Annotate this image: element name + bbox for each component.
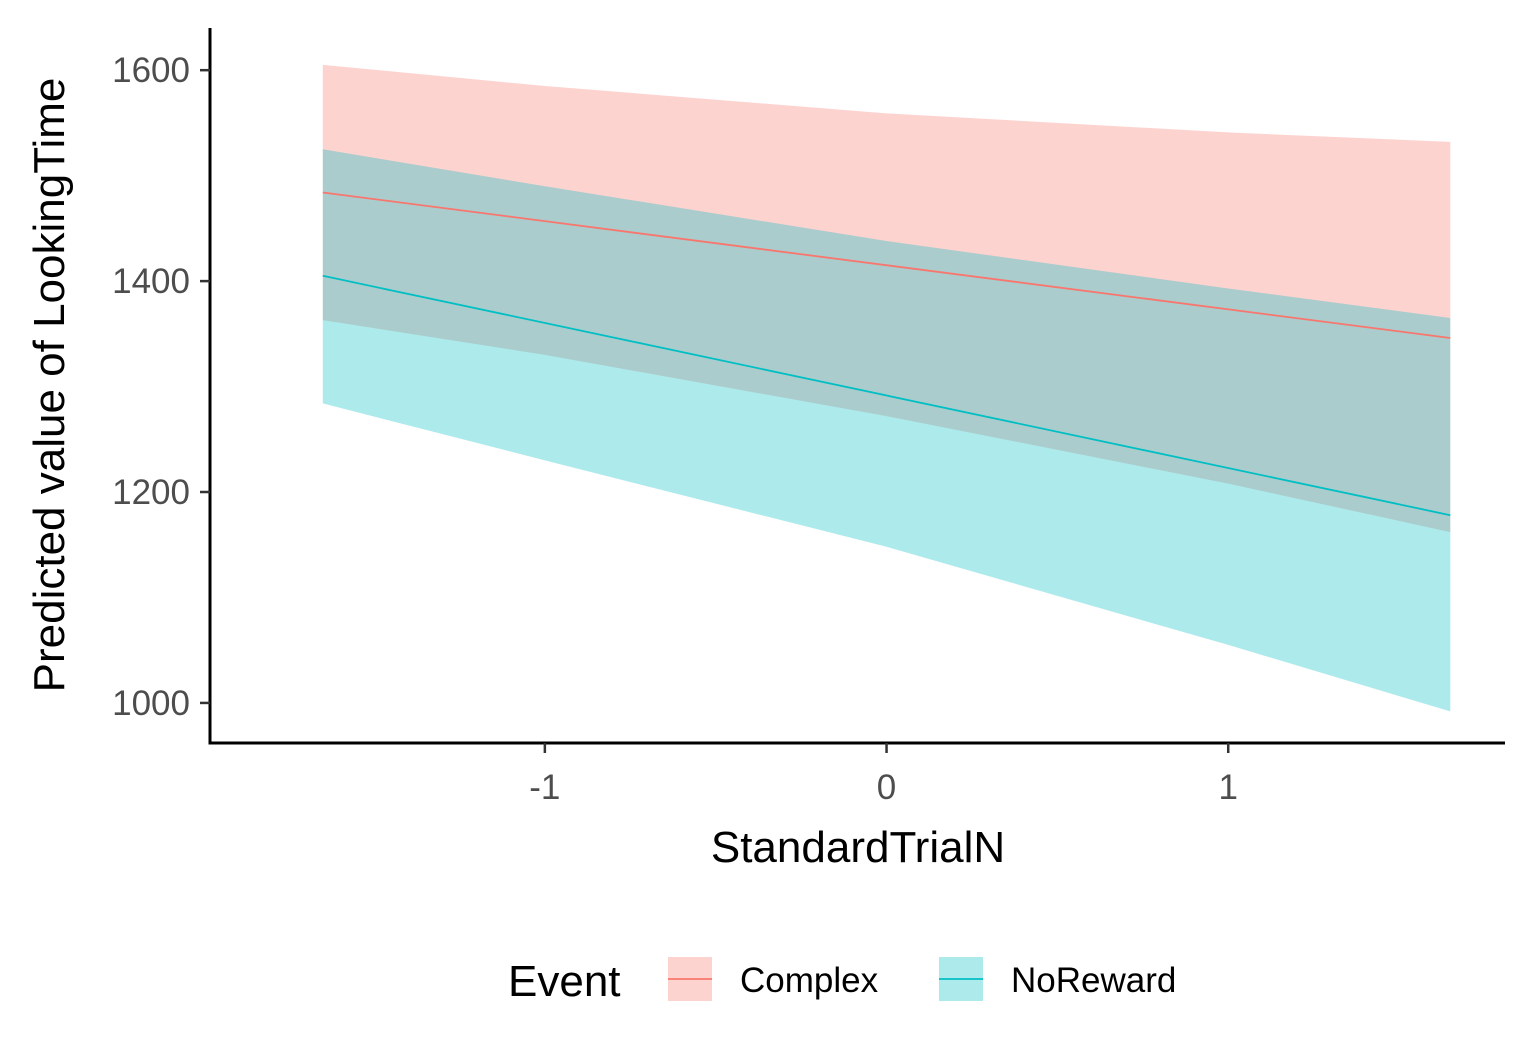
legend-title: Event <box>508 957 621 1006</box>
y-tick-label: 1200 <box>112 473 190 512</box>
x-tick-label: 1 <box>1218 768 1237 807</box>
y-axis-title: Predicted value of LookingTime <box>25 78 74 693</box>
y-tick-label: 1600 <box>112 51 190 90</box>
x-axis-title: StandardTrialN <box>711 823 1005 872</box>
ribbon-noreward <box>322 149 1451 712</box>
legend-label-complex: Complex <box>740 961 879 1000</box>
ribbons <box>322 64 1451 712</box>
y-tick-label: 1400 <box>112 262 190 301</box>
line-noreward <box>322 274 1451 517</box>
axes: 1000 1200 1400 1600 -1 0 1 <box>112 28 1505 807</box>
ribbon-complex <box>322 64 1451 533</box>
line-complex <box>322 191 1451 339</box>
y-tick-label: 1000 <box>112 684 190 723</box>
x-tick-label: -1 <box>529 768 560 807</box>
lines <box>322 191 1451 517</box>
x-tick-label: 0 <box>877 768 896 807</box>
legend-label-noreward: NoReward <box>1011 961 1176 1000</box>
legend: Event Complex NoReward <box>508 957 1176 1006</box>
